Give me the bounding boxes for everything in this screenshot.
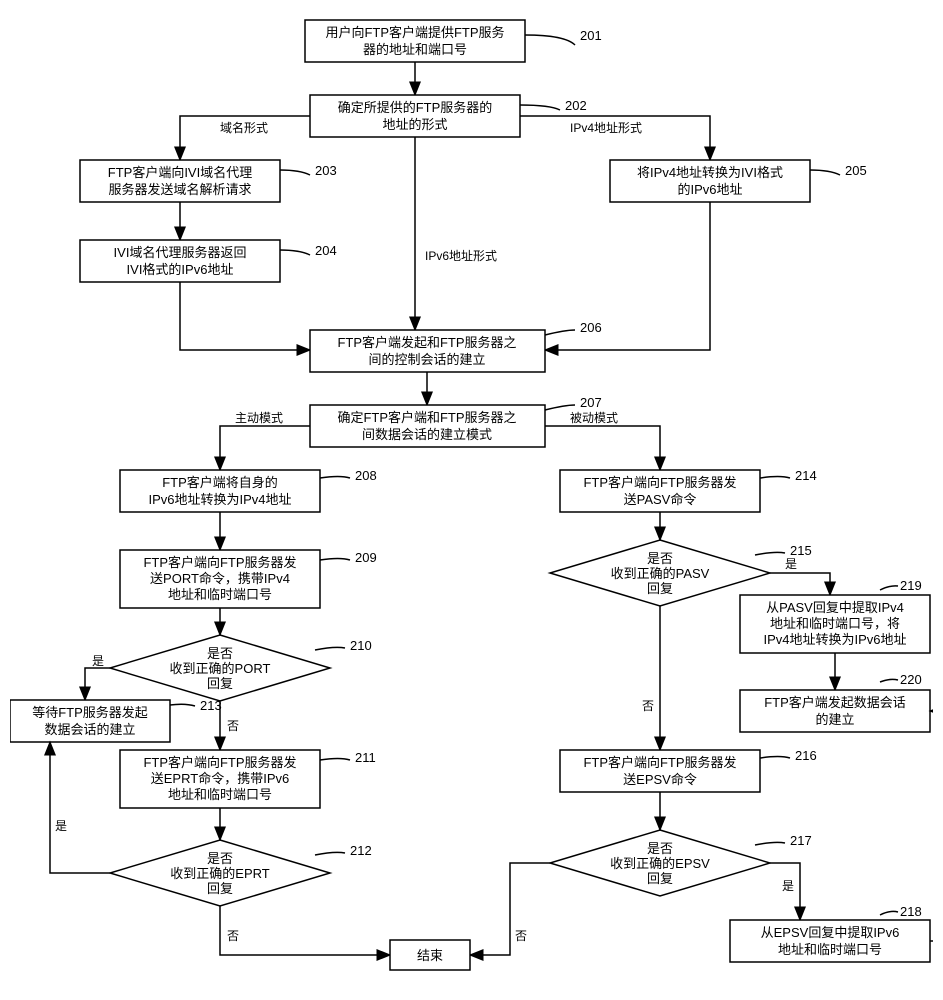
node-211-text-2: 送EPRT命令，携带IPv6 (151, 771, 289, 786)
node-207-num: 207 (580, 395, 602, 410)
node-215-text-1: 是否 (647, 551, 673, 566)
node-204-num: 204 (315, 243, 337, 258)
node-209-text-3: 地址和临时端口号 (168, 587, 272, 602)
node-205-text-2: 的IPv6地址 (677, 182, 742, 197)
edge-217-no: 否 (515, 929, 527, 943)
node-215-text-3: 回复 (647, 581, 673, 596)
node-217-text-3: 回复 (647, 871, 673, 886)
node-215-num: 215 (790, 543, 812, 558)
node-210-text-3: 回复 (207, 676, 233, 691)
node-211-text-1: FTP客户端向FTP服务器发 (143, 755, 296, 770)
node-203-text-1: FTP客户端向IVI域名代理 (108, 165, 252, 180)
node-204-text-1: IVI域名代理服务器返回 (114, 245, 247, 260)
node-202-text-2: 地址的形式 (382, 117, 447, 132)
edge-217-yes: 是 (782, 879, 794, 893)
edge-210-yes: 是 (92, 654, 104, 668)
node-212-num: 212 (350, 843, 372, 858)
node-213-num: 213 (200, 698, 222, 713)
node-207-text-2: 间数据会话的建立模式 (362, 427, 492, 442)
node-203-text-2: 服务器发送域名解析请求 (108, 182, 251, 197)
edge-212-yes: 是 (55, 819, 67, 833)
node-201-num: 201 (580, 28, 602, 43)
node-215-text-2: 收到正确的PASV (611, 566, 710, 581)
node-201-text-2: 器的地址和端口号 (363, 42, 467, 57)
node-214-num: 214 (795, 468, 817, 483)
node-217-text-1: 是否 (647, 841, 673, 856)
node-213-text-2: 数据会话的建立 (44, 722, 135, 737)
node-210-text-1: 是否 (207, 646, 233, 661)
node-208-num: 208 (355, 468, 377, 483)
edge-215-no: 否 (642, 699, 654, 713)
node-216-text-2: 送EPSV命令 (623, 772, 697, 787)
edge-215-yes: 是 (785, 557, 797, 571)
node-212-text-3: 回复 (207, 881, 233, 896)
node-216-text-1: FTP客户端向FTP服务器发 (583, 755, 736, 770)
node-206-text-2: 间的控制会话的建立 (368, 352, 485, 367)
node-213-text-1: 等待FTP服务器发起 (32, 705, 148, 720)
node-212-text-1: 是否 (207, 851, 233, 866)
node-204-text-2: IVI格式的IPv6地址 (127, 262, 234, 277)
edge-active: 主动模式 (235, 411, 283, 425)
node-201-text-1: 用户向FTP客户端提供FTP服务 (325, 25, 504, 40)
node-211-num: 211 (355, 750, 376, 765)
edge-domain-form: 域名形式 (220, 120, 268, 135)
node-210-text-2: 收到正确的PORT (170, 661, 271, 676)
node-208-text-2: IPv6地址转换为IPv4地址 (148, 492, 291, 507)
node-217-text-2: 收到正确的EPSV (610, 856, 710, 871)
node-207-text-1: 确定FTP客户端和FTP服务器之 (337, 410, 516, 425)
node-217-num: 217 (790, 833, 812, 848)
node-219-text-3: IPv4地址转换为IPv6地址 (763, 632, 906, 647)
node-end-text: 结束 (417, 948, 443, 963)
node-212-text-2: 收到正确的EPRT (170, 866, 269, 881)
node-209-text-2: 送PORT命令，携带IPv4 (150, 571, 290, 586)
node-203-num: 203 (315, 163, 337, 178)
node-202-text-1: 确定所提供的FTP服务器的 (338, 100, 493, 115)
node-216-num: 216 (795, 748, 817, 763)
edge-212-no: 否 (227, 929, 239, 943)
node-219-num: 219 (900, 578, 922, 593)
node-218-num: 218 (900, 904, 922, 919)
node-211-text-3: 地址和临时端口号 (168, 787, 272, 802)
node-210-num: 210 (350, 638, 372, 653)
node-205-text-1: 将IPv4地址转换为IVI格式 (637, 165, 783, 180)
node-206-text-1: FTP客户端发起和FTP服务器之 (337, 335, 516, 350)
node-214-text-2: 送PASV命令 (624, 492, 697, 507)
node-220-text-1: FTP客户端发起数据会话 (764, 695, 906, 710)
edge-ipv4-form: IPv4地址形式 (570, 121, 642, 135)
node-220-num: 220 (900, 672, 922, 687)
node-209-text-1: FTP客户端向FTP服务器发 (143, 555, 296, 570)
edge-passive: 被动模式 (570, 411, 618, 425)
node-219-text-2: 地址和临时端口号，将 (770, 616, 900, 631)
node-206-num: 206 (580, 320, 602, 335)
edge-ipv6-form: IPv6地址形式 (425, 249, 497, 263)
node-218-text-2: 地址和临时端口号 (778, 942, 882, 957)
node-214-text-1: FTP客户端向FTP服务器发 (583, 475, 736, 490)
node-218-text-1: 从EPSV回复中提取IPv6 (761, 925, 900, 940)
node-219-text-1: 从PASV回复中提取IPv4 (766, 600, 904, 615)
node-208-text-1: FTP客户端将自身的 (162, 475, 278, 490)
flowchart-svg: 用户向FTP客户端提供FTP服务 器的地址和端口号 201 确定所提供的FTP服… (10, 10, 933, 990)
node-209-num: 209 (355, 550, 377, 565)
node-205-num: 205 (845, 163, 867, 178)
node-220-text-2: 的建立 (815, 712, 854, 727)
node-202-num: 202 (565, 98, 587, 113)
edge-210-no: 否 (227, 719, 239, 733)
